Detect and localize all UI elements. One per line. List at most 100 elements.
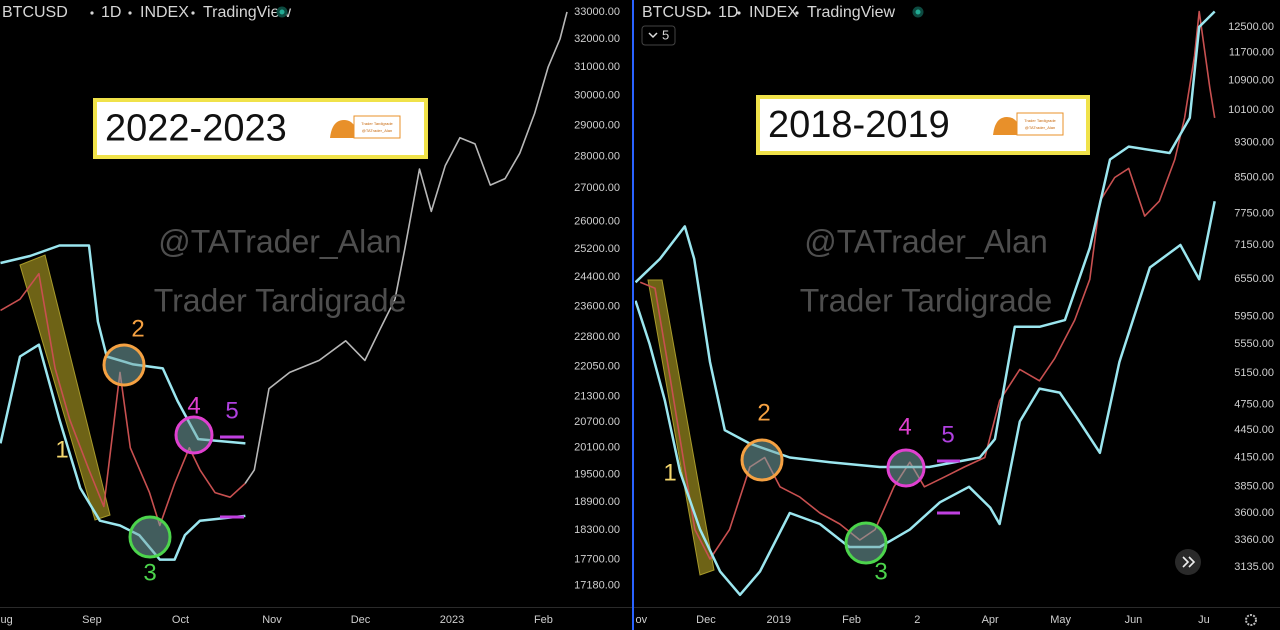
annotation-label: 5 bbox=[941, 421, 954, 448]
y-tick-label: 32000.00 bbox=[574, 33, 620, 45]
y-tick-label: 22800.00 bbox=[574, 331, 620, 343]
y-tick-label: 29000.00 bbox=[574, 119, 620, 131]
y-tick-label: 21300.00 bbox=[574, 391, 620, 403]
y-tick-label: 27000.00 bbox=[574, 182, 620, 194]
x-tick-label: 2023 bbox=[440, 614, 464, 626]
symbol-header: BTCUSD bbox=[642, 4, 708, 21]
price-line bbox=[0, 343, 246, 561]
price-line bbox=[635, 10, 1216, 469]
price-line bbox=[244, 11, 568, 484]
y-tick-label: 30000.00 bbox=[574, 90, 620, 102]
chevron bbox=[648, 32, 658, 39]
y-tick-label: 6550.00 bbox=[1234, 273, 1274, 285]
y-tick-label: 12500.00 bbox=[1228, 21, 1274, 33]
x-tick-label: Sep bbox=[82, 614, 102, 626]
y-tick-label: 9300.00 bbox=[1234, 136, 1274, 148]
y-tick-label: 3135.00 bbox=[1234, 561, 1274, 573]
settings-icon[interactable] bbox=[1245, 614, 1257, 626]
x-tick-label: Dec bbox=[696, 614, 716, 626]
symbol-header: TradingView bbox=[203, 4, 291, 21]
y-tick-label: 25200.00 bbox=[574, 243, 620, 255]
y-tick-label: 18300.00 bbox=[574, 524, 620, 536]
x-tick-label: 2 bbox=[914, 614, 920, 626]
y-tick-label: 4150.00 bbox=[1234, 451, 1274, 463]
header-separator bbox=[128, 11, 132, 15]
scroll-icon bbox=[1182, 556, 1196, 568]
header-separator bbox=[707, 11, 711, 15]
annotation-circle bbox=[740, 438, 784, 482]
x-tick-label: 2019 bbox=[767, 614, 791, 626]
annotation-circle bbox=[128, 515, 172, 559]
logo-icon bbox=[993, 117, 1021, 135]
header-separator bbox=[90, 11, 94, 15]
symbol-header: BTCUSD bbox=[2, 4, 68, 21]
annotation-label: 3 bbox=[874, 558, 887, 585]
period-label: 2018-2019 bbox=[768, 104, 950, 146]
logo-text: Trader Tardigrade bbox=[361, 121, 393, 126]
price-line bbox=[635, 200, 1216, 597]
watermark: @TATrader_Alan bbox=[158, 223, 402, 259]
logo-frame bbox=[353, 115, 401, 139]
annotation-label: 4 bbox=[187, 392, 200, 419]
y-tick-label: 7750.00 bbox=[1234, 207, 1274, 219]
annotation-circle bbox=[844, 521, 888, 565]
interval-button[interactable] bbox=[641, 25, 676, 46]
y-tick-label: 17700.00 bbox=[574, 553, 620, 565]
y-tick-label: 3600.00 bbox=[1234, 507, 1274, 519]
y-tick-label: 20100.00 bbox=[574, 442, 620, 454]
x-tick-label: Jun bbox=[1125, 614, 1143, 626]
live-indicator bbox=[912, 6, 924, 18]
annotation-label: 4 bbox=[898, 413, 911, 440]
y-tick-label: 19500.00 bbox=[574, 468, 620, 480]
header-separator bbox=[737, 11, 741, 15]
y-tick-label: 8500.00 bbox=[1234, 171, 1274, 183]
y-tick-label: 3850.00 bbox=[1234, 481, 1274, 493]
logo-text: Trader Tardigrade bbox=[1024, 118, 1056, 123]
y-tick-label: 31000.00 bbox=[574, 61, 620, 73]
y-tick-label: 24400.00 bbox=[574, 271, 620, 283]
symbol-header: TradingView bbox=[807, 4, 895, 21]
x-tick-label: ov bbox=[636, 614, 648, 626]
x-tick-label: Nov bbox=[262, 614, 282, 626]
y-tick-label: 11700.00 bbox=[1229, 47, 1274, 59]
trend-channel bbox=[19, 254, 111, 521]
annotation-label: 3 bbox=[143, 559, 156, 586]
x-tick-label: Apr bbox=[982, 614, 999, 626]
annotation-label: 5 bbox=[225, 397, 238, 424]
panel bbox=[635, 10, 1216, 597]
price-line bbox=[0, 272, 246, 527]
annotation-label: 2 bbox=[131, 315, 144, 342]
y-tick-label: 5150.00 bbox=[1234, 367, 1274, 379]
y-tick-label: 17180.00 bbox=[574, 580, 620, 592]
y-tick-label: 20700.00 bbox=[574, 416, 620, 428]
y-tick-label: 10100.00 bbox=[1228, 104, 1274, 116]
header-separator bbox=[795, 11, 799, 15]
watermark: @TATrader_Alan bbox=[804, 223, 1048, 259]
x-tick-label: Feb bbox=[534, 614, 553, 626]
y-tick-label: 5550.00 bbox=[1234, 338, 1274, 350]
symbol-header: INDEX bbox=[749, 4, 798, 21]
annotation-label: 2 bbox=[757, 399, 770, 426]
watermark: Trader Tardigrade bbox=[800, 282, 1053, 318]
y-tick-label: 7150.00 bbox=[1234, 239, 1274, 251]
logo-text: @TATrader_Alan bbox=[1025, 125, 1055, 130]
y-tick-label: 33000.00 bbox=[574, 6, 620, 18]
header-separator bbox=[191, 11, 195, 15]
annotation-label: 1 bbox=[55, 436, 68, 463]
x-tick-label: Oct bbox=[172, 614, 189, 626]
symbol-header: 1D bbox=[101, 4, 121, 21]
y-tick-label: 4450.00 bbox=[1234, 424, 1274, 436]
annotation-circle bbox=[886, 448, 926, 488]
watermark: Trader Tardigrade bbox=[154, 282, 407, 318]
y-tick-label: 23600.00 bbox=[574, 301, 620, 313]
x-tick-label: Dec bbox=[351, 614, 371, 626]
y-tick-label: 4750.00 bbox=[1234, 399, 1274, 411]
x-tick-label: Feb bbox=[842, 614, 861, 626]
logo-frame bbox=[1016, 112, 1064, 136]
y-tick-label: 18900.00 bbox=[574, 496, 620, 508]
symbol-header: 1D bbox=[718, 4, 738, 21]
y-tick-label: 28000.00 bbox=[574, 150, 620, 162]
y-tick-label: 5950.00 bbox=[1234, 311, 1274, 323]
